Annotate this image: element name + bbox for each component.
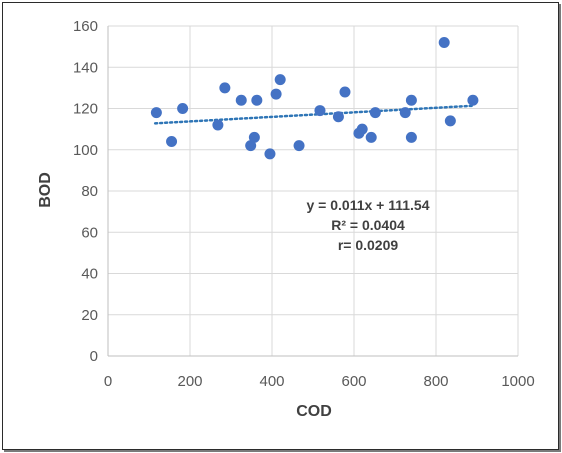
data-points — [150, 37, 479, 160]
x-tick-labels: 0 200 400 600 800 1000 — [104, 373, 535, 390]
y-tick-label: 60 — [81, 224, 98, 241]
data-point — [444, 115, 456, 127]
data-point — [467, 94, 479, 106]
y-tick-label: 40 — [81, 266, 98, 283]
y-tick-label: 0 — [90, 348, 98, 365]
trendline-equation: y = 0.011x + 111.54 — [306, 197, 429, 213]
y-tick-labels: 0 20 40 60 80 100 120 140 160 — [73, 18, 98, 365]
y-axis-title: BOD — [37, 172, 54, 208]
y-tick-label: 160 — [73, 18, 98, 35]
data-point — [245, 140, 257, 152]
y-tick-label: 100 — [73, 142, 98, 159]
data-point — [274, 74, 286, 86]
data-point — [235, 94, 247, 106]
axes — [107, 26, 518, 357]
trendline-layer — [153, 104, 475, 125]
data-point — [332, 111, 344, 123]
data-point — [166, 136, 178, 147]
data-point — [264, 148, 276, 160]
correlation-label: r= 0.0209 — [338, 237, 399, 253]
y-tick-label: 80 — [81, 183, 98, 200]
data-point — [219, 82, 231, 94]
r-squared-label: R² = 0.0404 — [331, 217, 405, 233]
x-tick-label: 200 — [177, 373, 202, 390]
trendline — [153, 104, 475, 125]
data-point — [177, 103, 189, 114]
data-point — [369, 107, 381, 119]
data-point — [365, 131, 377, 143]
x-tick-label: 800 — [423, 373, 448, 390]
x-tick-label: 1000 — [501, 373, 534, 390]
x-tick-label: 600 — [341, 373, 366, 390]
data-point — [314, 105, 326, 117]
gridlines — [108, 25, 519, 356]
x-tick-label: 0 — [104, 373, 112, 390]
y-tick-label: 140 — [73, 59, 98, 76]
x-tick-label: 400 — [259, 373, 284, 390]
data-point — [251, 94, 263, 106]
data-point — [405, 131, 417, 143]
data-point — [248, 131, 260, 143]
data-point — [212, 119, 224, 131]
data-point — [405, 94, 417, 106]
data-point — [399, 107, 411, 119]
data-point — [270, 88, 282, 100]
y-tick-label: 120 — [73, 101, 98, 118]
y-tick-label: 20 — [81, 307, 98, 324]
data-point — [339, 86, 351, 98]
data-point — [150, 107, 162, 119]
data-point — [293, 140, 305, 152]
data-point — [356, 123, 368, 135]
x-axis-title: COD — [296, 403, 332, 420]
data-point — [438, 37, 450, 48]
